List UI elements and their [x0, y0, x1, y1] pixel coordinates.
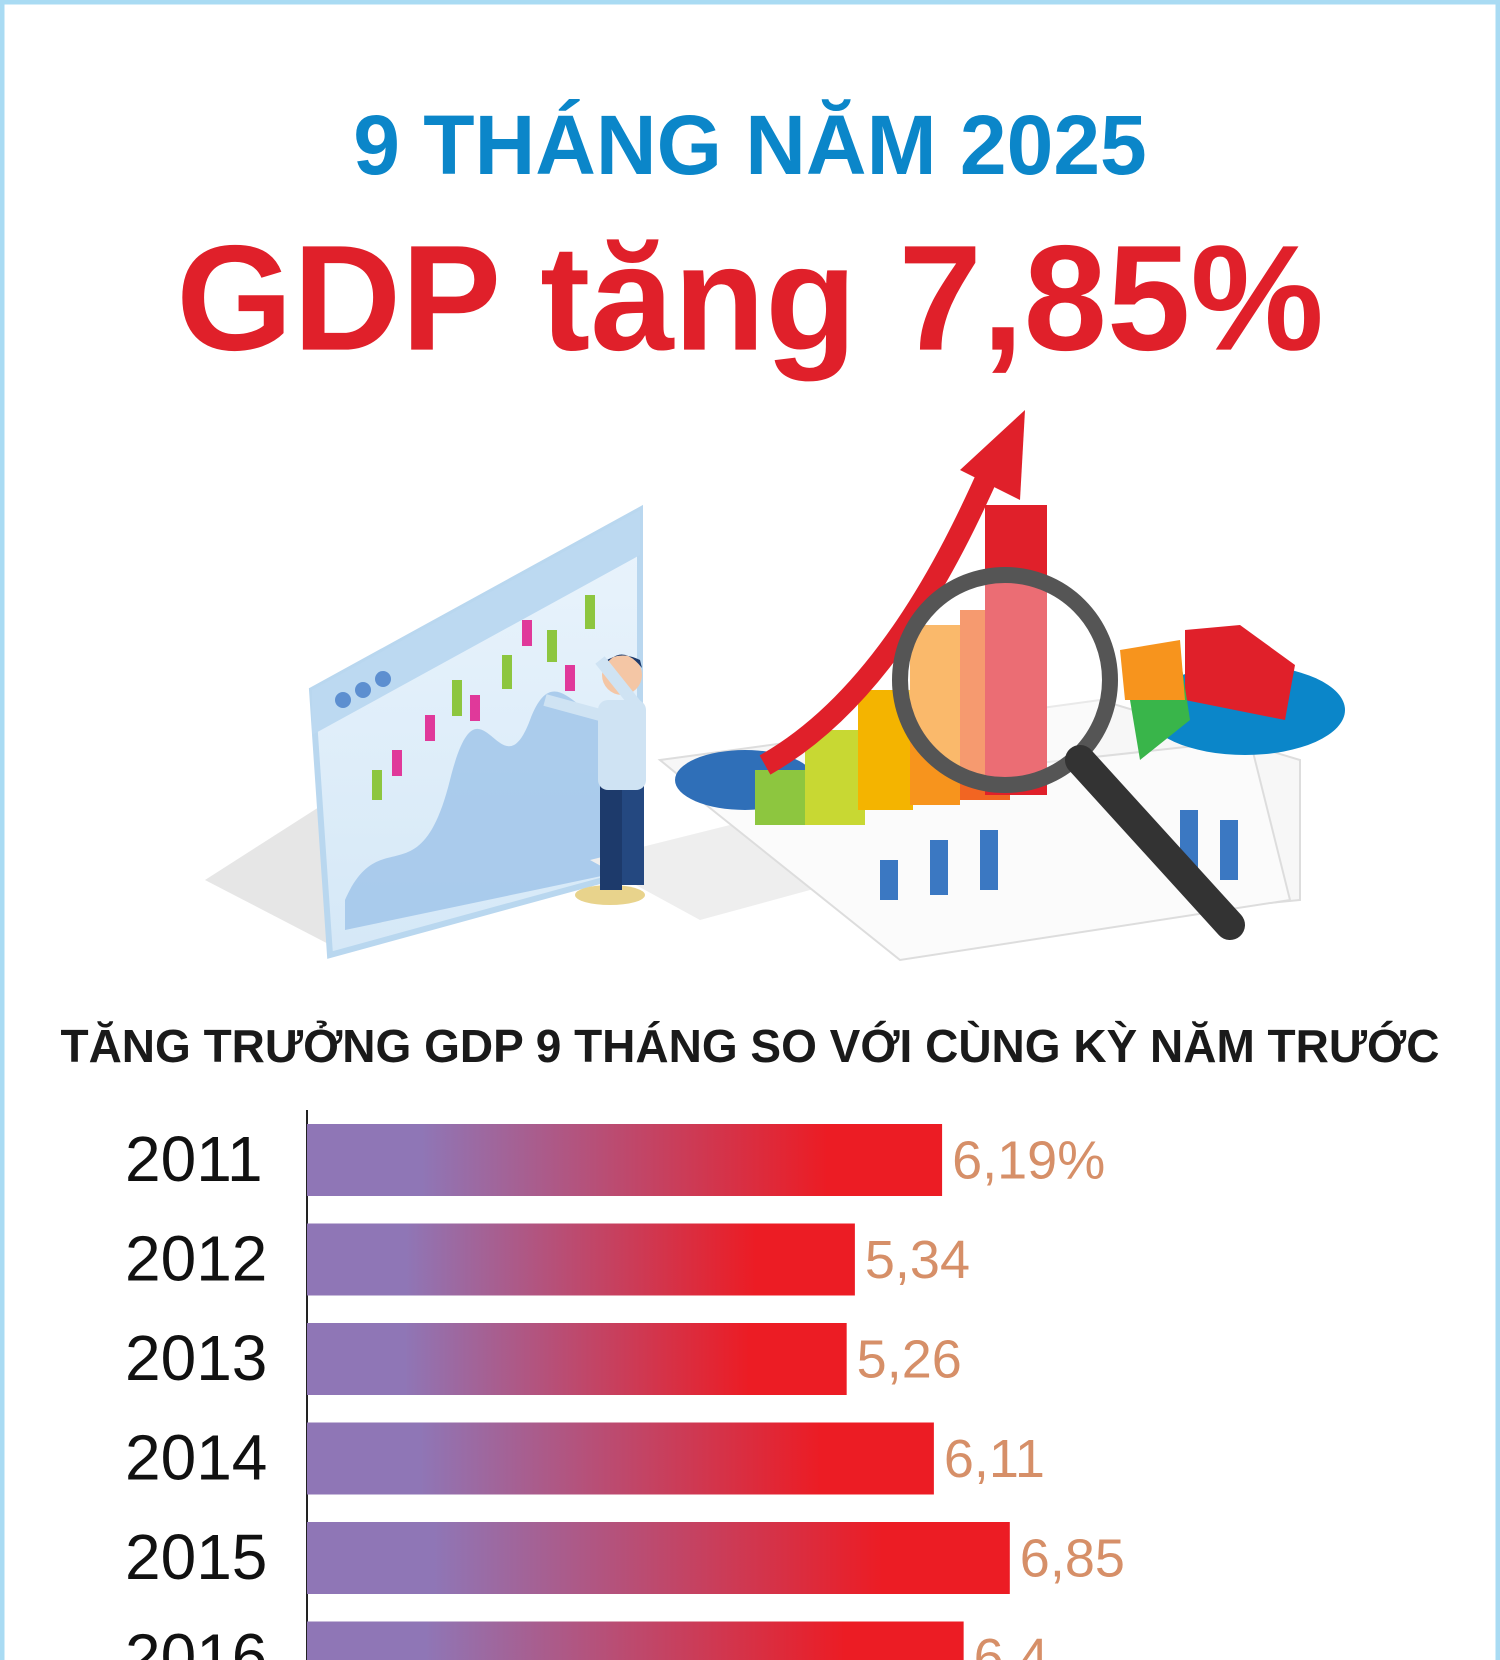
category-label: 2012 — [125, 1222, 267, 1294]
headline: GDP tăng 7,85% — [176, 214, 1324, 382]
value-label: 5,34 — [865, 1230, 970, 1290]
illustration — [205, 410, 1345, 962]
chart-title: TĂNG TRƯỞNG GDP 9 THÁNG SO VỚI CÙNG KỲ N… — [60, 1020, 1439, 1072]
category-label: 2014 — [125, 1421, 267, 1493]
bar — [307, 1522, 1010, 1594]
category-label: 2016 — [125, 1620, 267, 1660]
bar — [307, 1621, 964, 1660]
category-label: 2011 — [125, 1123, 263, 1195]
value-label: 6,85 — [1020, 1528, 1125, 1588]
category-label: 2015 — [125, 1521, 267, 1593]
value-label: 6,19% — [952, 1130, 1105, 1190]
bar — [307, 1323, 847, 1395]
bar — [307, 1223, 855, 1296]
value-label: 5,26 — [857, 1329, 962, 1389]
bar — [307, 1422, 934, 1495]
category-label: 2013 — [125, 1322, 267, 1394]
kicker: 9 THÁNG NĂM 2025 — [353, 98, 1147, 192]
value-label: 6,11 — [944, 1429, 1045, 1489]
value-label: 6,4 — [974, 1628, 1049, 1660]
bars: 2011 6,19% 2012 5,34 2013 5,26 2014 6,11 2015 6,8… — [125, 1123, 1125, 1660]
bar — [307, 1124, 943, 1196]
